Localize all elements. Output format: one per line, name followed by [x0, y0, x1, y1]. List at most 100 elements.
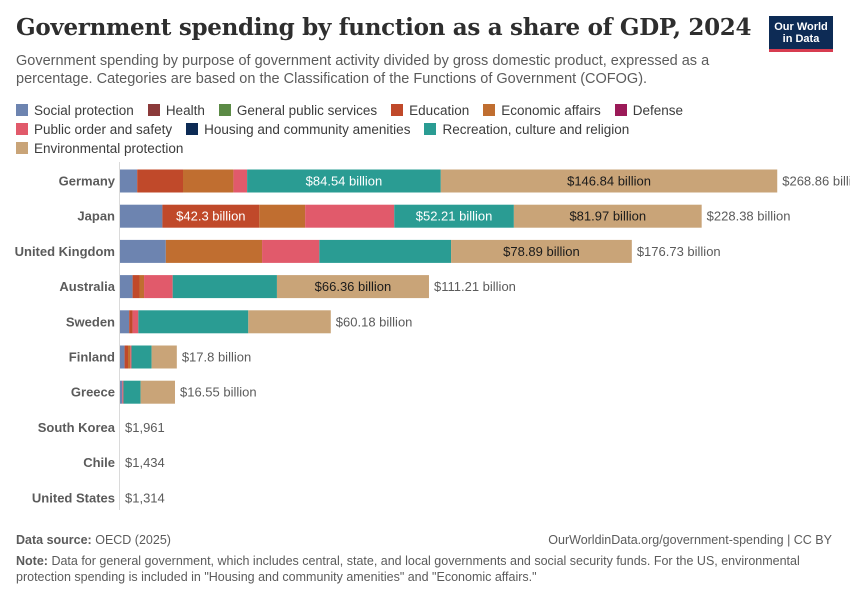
bar-segment[interactable] [123, 380, 141, 404]
segment-value-label: $84.54 billion [306, 174, 383, 189]
bar-segment[interactable] [120, 169, 138, 193]
owid-logo[interactable]: Our World in Data [769, 16, 833, 52]
bar-segment[interactable] [151, 345, 177, 369]
bar-segment[interactable] [120, 345, 125, 369]
segment-value-label: $42.3 billion [176, 209, 245, 224]
bar-segment[interactable] [137, 169, 184, 193]
bar-segment[interactable] [132, 275, 140, 299]
segment-value-label: $81.97 billion [569, 209, 646, 224]
country-label: Sweden [66, 314, 115, 329]
bar-segment[interactable] [120, 380, 123, 404]
legend-swatch [186, 123, 199, 135]
bar-segment[interactable] [120, 275, 133, 299]
segment-value-label: $78.89 billion [503, 244, 580, 259]
legend-label: Social protection [34, 102, 134, 118]
legend-label: Housing and community amenities [204, 121, 411, 137]
bar-segment[interactable] [130, 345, 132, 369]
total-value-label: $268.86 billion [782, 174, 850, 189]
total-value-label: $16.55 billion [180, 385, 257, 400]
bar-segment[interactable] [162, 204, 260, 228]
bar-segment[interactable] [140, 380, 175, 404]
bar-segment[interactable] [165, 239, 263, 263]
country-label: South Korea [38, 420, 116, 435]
legend-item[interactable]: Defense [614, 101, 684, 119]
bar-segment[interactable] [319, 239, 452, 263]
legend-item[interactable]: Economic affairs [483, 101, 601, 119]
legend-item[interactable]: General public services [218, 101, 377, 119]
total-value-label: $1,314 [125, 490, 165, 505]
legend-swatch [391, 104, 404, 116]
total-value-label: $1,434 [125, 455, 165, 470]
legend-swatch [614, 104, 627, 116]
bar-segment[interactable] [124, 345, 129, 369]
legend-item[interactable]: Education [391, 101, 469, 119]
legend-item[interactable]: Social protection [16, 101, 134, 119]
bar-segment[interactable] [440, 169, 778, 193]
total-value-label: $1,961 [125, 420, 165, 435]
bar-segment[interactable] [129, 310, 133, 334]
legend-label: Defense [632, 102, 684, 118]
note-label: Note: [16, 554, 48, 568]
legend-label: Education [409, 102, 470, 118]
bar-segment[interactable] [276, 275, 429, 299]
total-value-label: $228.38 billion [707, 209, 791, 224]
legend-item[interactable]: Health [147, 101, 205, 119]
bar-segment[interactable] [259, 204, 306, 228]
bar-segment[interactable] [262, 239, 320, 263]
bar-segment[interactable] [120, 239, 166, 263]
total-value-label: $60.18 billion [336, 314, 413, 329]
data-source: Data source: OECD (2025) [16, 533, 171, 547]
legend: Social protection Health General public se… [16, 101, 756, 157]
bar-segment[interactable] [394, 204, 514, 228]
legend-swatch [147, 104, 160, 116]
bar-segment[interactable] [451, 239, 632, 263]
bar-segment[interactable] [305, 204, 395, 228]
country-label: United Kingdom [15, 244, 115, 259]
bar-chart: Germany $84.54 billion $146.84 billion $268… [15, 162, 850, 510]
bar-segment[interactable] [122, 380, 124, 404]
legend-label: Recreation, culture and religion [442, 121, 630, 137]
country-label: Finland [69, 350, 115, 365]
country-label: Greece [71, 385, 115, 400]
legend-label: Environmental protection [34, 140, 184, 156]
bar-segment[interactable] [144, 275, 173, 299]
legend-label: Public order and safety [34, 121, 173, 137]
bar-segment[interactable] [513, 204, 702, 228]
legend-item[interactable]: Housing and community amenities [186, 120, 410, 138]
country-label: Germany [59, 174, 116, 189]
logo-line-2: in Data [782, 32, 820, 45]
bar-segment[interactable] [120, 310, 130, 334]
legend-item[interactable]: Public order and safety [16, 120, 172, 138]
bar-segment[interactable] [139, 275, 145, 299]
segment-value-label: $52.21 billion [416, 209, 493, 224]
legend-swatch [16, 104, 28, 116]
bar-segment[interactable] [248, 310, 331, 334]
country-label: Chile [83, 455, 115, 470]
bar-segment[interactable] [120, 204, 163, 228]
source-link[interactable]: OECD (2025) [95, 533, 171, 547]
bar-segment[interactable] [128, 345, 131, 369]
bar-segment[interactable] [132, 310, 139, 334]
legend-swatch [424, 123, 437, 135]
source-label: Data source: [16, 533, 92, 547]
legend-item[interactable]: Environmental protection [16, 139, 183, 157]
bar-segment[interactable] [138, 310, 249, 334]
legend-swatch [483, 104, 496, 116]
legend-swatch [16, 142, 28, 154]
legend-item[interactable]: Recreation, culture and religion [424, 120, 629, 138]
bar-segment[interactable] [172, 275, 277, 299]
legend-label: Economic affairs [501, 102, 601, 118]
total-value-label: $176.73 billion [637, 244, 721, 259]
segment-value-label: $146.84 billion [567, 174, 651, 189]
total-value-label: $111.21 billion [434, 279, 516, 294]
bar-segment[interactable] [233, 169, 248, 193]
chart-title: Government spending by function as a sha… [16, 14, 752, 41]
bar-segment[interactable] [247, 169, 441, 193]
country-label: Japan [77, 209, 115, 224]
bar-segment[interactable] [131, 345, 152, 369]
segment-value-label: $66.36 billion [315, 279, 392, 294]
bar-segment[interactable] [183, 169, 234, 193]
legend-label: Health [165, 102, 205, 118]
source-url[interactable]: OurWorldinData.org/government-spending |… [548, 533, 832, 547]
legend-swatch [218, 104, 231, 116]
